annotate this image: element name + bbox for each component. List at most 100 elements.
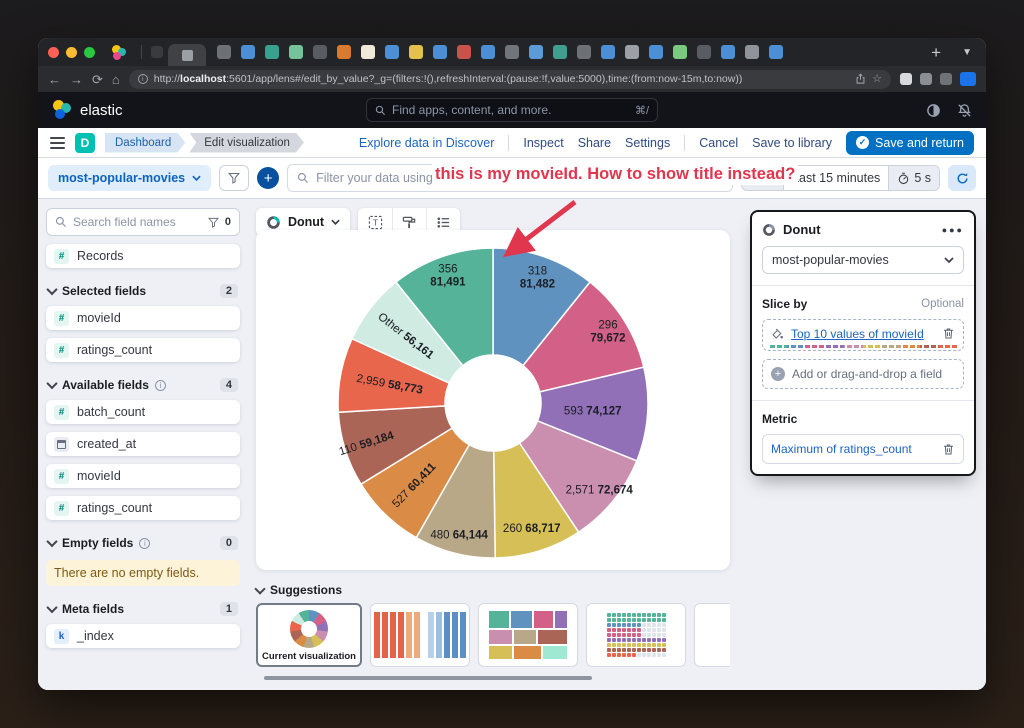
browser-tab[interactable] [721, 45, 735, 59]
layer-data-view-select[interactable]: most-popular-movies [762, 246, 964, 274]
extension-icon[interactable] [920, 73, 932, 85]
filter-set-button[interactable] [219, 165, 250, 191]
browser-tab[interactable] [433, 45, 447, 59]
save-to-library-button[interactable]: Save to library [752, 135, 833, 150]
browser-tab[interactable] [577, 45, 591, 59]
suggestion-treemap[interactable] [478, 603, 578, 667]
settings-button[interactable]: Settings [625, 135, 671, 150]
browser-tab[interactable] [649, 45, 663, 59]
visual-options-button[interactable] [426, 208, 460, 236]
slice-dimension-link[interactable]: Top 10 values of movieId [791, 326, 924, 341]
browser-tab[interactable] [385, 45, 399, 59]
suggestion-vertical-bars[interactable] [694, 603, 730, 667]
refresh-interval-button[interactable]: 5 s [889, 166, 939, 190]
extension-icon[interactable] [900, 73, 912, 85]
inspect-button[interactable]: Inspect [523, 135, 564, 150]
browser-tab[interactable] [361, 45, 375, 59]
new-tab-button[interactable]: + [931, 42, 942, 62]
field-section-header[interactable]: Available fields i 4 [46, 377, 238, 392]
data-view-picker[interactable]: most-popular-movies [48, 165, 212, 191]
extension-icon[interactable] [940, 73, 952, 85]
records-field-item[interactable]: # Records [46, 244, 240, 268]
metric-dimension[interactable]: Maximum of ratings_count [762, 434, 964, 464]
labels-option-button[interactable]: T [358, 208, 392, 236]
trash-icon[interactable] [942, 443, 955, 456]
browser-tab[interactable] [409, 45, 423, 59]
field-item-created_at[interactable]: created_at [46, 432, 240, 456]
suggestion-bar-chart[interactable] [370, 603, 470, 667]
forward-icon[interactable]: → [70, 71, 83, 87]
metric-dimension-link[interactable]: Maximum of ratings_count [771, 442, 912, 456]
refresh-button[interactable] [948, 165, 976, 191]
suggestion-current[interactable]: Current visualization [256, 603, 362, 667]
global-search-input[interactable] [392, 103, 629, 117]
field-item-movieId[interactable]: # movieId [46, 306, 240, 330]
cancel-button[interactable]: Cancel [699, 135, 739, 150]
global-search[interactable]: ⌘/ [366, 98, 658, 122]
add-slice-field-dropzone[interactable]: + Add or drag-and-drop a field [762, 359, 964, 389]
menu-hamburger-icon[interactable] [50, 136, 65, 149]
layer-actions-icon[interactable]: ●●● [941, 224, 964, 235]
field-filter-icon[interactable] [207, 217, 219, 228]
appearance-option-button[interactable] [392, 208, 426, 236]
notifications-icon[interactable] [957, 103, 972, 118]
browser-tab[interactable] [265, 45, 279, 59]
add-filter-button[interactable]: + [257, 167, 280, 189]
bookmark-star-icon[interactable]: ☆ [872, 72, 882, 85]
field-search-box[interactable]: 0 [46, 208, 240, 236]
donut-slice-356[interactable] [394, 247, 494, 367]
browser-tab[interactable] [673, 45, 687, 59]
browser-tab[interactable] [529, 45, 543, 59]
field-section-header[interactable]: Empty fields i 0 [46, 535, 238, 550]
field-item-movieId[interactable]: # movieId [46, 464, 240, 488]
elastic-logo-icon[interactable] [52, 100, 72, 120]
close-window-button[interactable] [48, 46, 59, 58]
home-icon[interactable]: ⌂ [111, 71, 120, 87]
browser-tab[interactable] [289, 45, 303, 59]
field-search-input[interactable] [73, 215, 202, 229]
browser-tab[interactable] [769, 45, 783, 59]
browser-tab[interactable] [151, 46, 163, 58]
browser-tab[interactable] [313, 45, 327, 59]
suggestion-waffle[interactable] [586, 603, 686, 667]
field-section-header[interactable]: Selected fields 2 [46, 283, 238, 298]
browser-tab[interactable] [697, 45, 711, 59]
browser-tab[interactable] [337, 45, 351, 59]
browser-tab[interactable] [745, 45, 759, 59]
pinned-tab-elastic-icon[interactable] [110, 44, 126, 60]
browser-tab[interactable] [217, 45, 231, 59]
tab-overflow-chevron-icon[interactable]: ▼ [962, 46, 972, 58]
browser-tab[interactable] [241, 45, 255, 59]
trash-icon[interactable] [942, 327, 955, 340]
browser-tab[interactable] [457, 45, 471, 59]
field-item-ratings_count[interactable]: # ratings_count [46, 496, 240, 520]
theme-icon[interactable] [926, 103, 941, 118]
time-range-display[interactable]: Last 15 minutes [783, 166, 890, 190]
browser-tab[interactable] [625, 45, 639, 59]
browser-tab[interactable] [601, 45, 615, 59]
address-bar[interactable]: i http://localhost:5601/app/lens#/edit_b… [128, 69, 891, 89]
site-info-icon[interactable]: i [137, 74, 148, 84]
profile-icon[interactable] [960, 72, 976, 86]
slice-by-dimension[interactable]: Top 10 values of movieId [762, 319, 964, 351]
reload-icon[interactable]: ⟳ [92, 71, 103, 87]
field-item-ratings_count[interactable]: # ratings_count [46, 338, 240, 362]
back-icon[interactable]: ← [48, 71, 61, 87]
field-section-header[interactable]: Meta fields 1 [46, 601, 238, 616]
share-page-icon[interactable] [855, 73, 866, 85]
suggestions-scrollbar[interactable] [264, 676, 592, 680]
browser-tab[interactable] [553, 45, 567, 59]
minimize-window-button[interactable] [66, 46, 77, 58]
browser-tab[interactable] [505, 45, 519, 59]
active-tab[interactable] [168, 44, 206, 66]
explore-in-discover-link[interactable]: Explore data in Discover [358, 135, 495, 150]
space-badge[interactable]: D [75, 132, 95, 153]
share-button[interactable]: Share [577, 135, 612, 150]
zoom-window-button[interactable] [84, 46, 95, 58]
field-item-_index[interactable]: k _index [46, 624, 240, 648]
browser-tab[interactable] [481, 45, 495, 59]
save-and-return-button[interactable]: ✓ Save and return [846, 130, 974, 155]
suggestions-toggle[interactable]: Suggestions [254, 582, 730, 597]
field-item-batch_count[interactable]: # batch_count [46, 400, 240, 424]
breadcrumb-dashboard[interactable]: Dashboard [105, 133, 185, 153]
